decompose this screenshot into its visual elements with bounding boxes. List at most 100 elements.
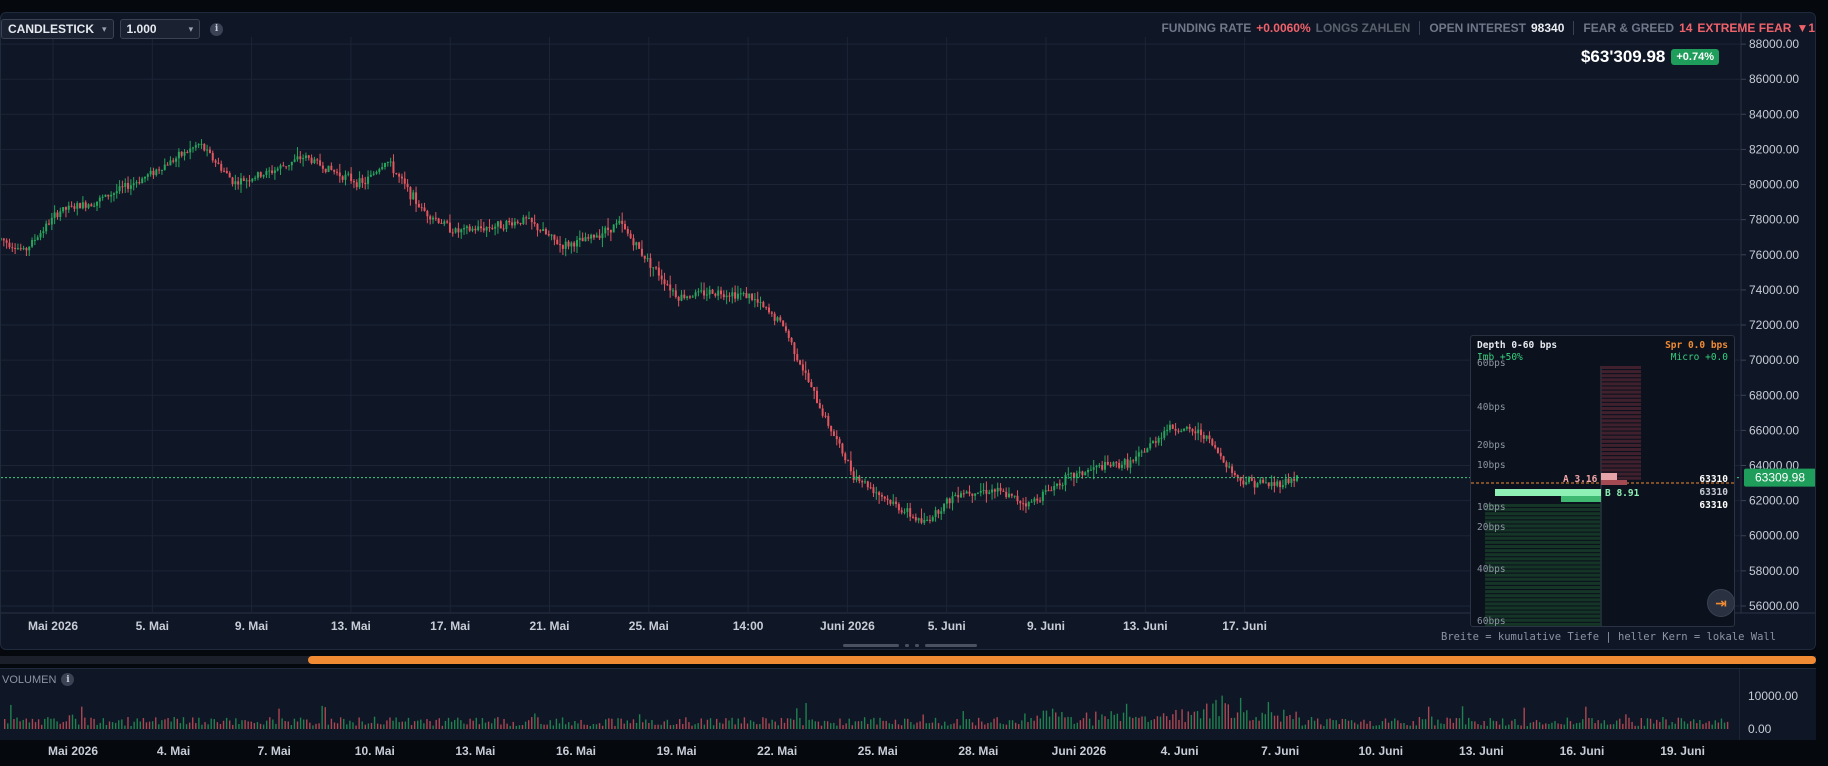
volume-bar (1292, 719, 1294, 729)
candle-body (556, 239, 559, 245)
volume-bar (250, 721, 252, 729)
candle-body (448, 222, 451, 233)
candle-body (186, 151, 189, 153)
bid-depth-bar (1485, 610, 1601, 614)
volume-bar (383, 724, 385, 729)
volume-bar (1270, 712, 1273, 729)
ask-depth-bar (1601, 460, 1641, 464)
volume-bar (1378, 725, 1381, 729)
bid-depth-bar (1485, 516, 1601, 520)
volume-time-axis-label: 13. Mai (455, 744, 496, 758)
volume-bar (10, 704, 12, 729)
current-price-header: $63'309.98 +0.74% (1581, 47, 1719, 67)
time-range-slider-handle[interactable] (308, 656, 1816, 664)
price-chart-panel[interactable]: 88000.00 86000.00 84000.00 82000.00 80000.00… (0, 12, 1816, 650)
volume-bar (950, 724, 952, 729)
interval-select[interactable]: 1.000 ▾ (119, 19, 201, 39)
volume-bar (302, 719, 305, 729)
ask-level-price: 63310 (1699, 474, 1728, 485)
volume-bar (1508, 724, 1510, 729)
price-axis-label: 88000.00 (1749, 37, 1799, 51)
volume-bar (1458, 718, 1461, 729)
candle-body (48, 223, 50, 225)
time-axis-label: 9. Mai (235, 619, 268, 633)
volume-bar (53, 718, 55, 729)
volume-bar (1267, 701, 1270, 729)
price-axis-label: 56000.00 (1749, 599, 1799, 613)
volume-bar (1711, 724, 1713, 729)
volume-bar (993, 718, 995, 729)
candle-body (686, 296, 689, 299)
bid-depth-bar (1485, 557, 1601, 561)
volume-bar (222, 720, 225, 729)
candle-body (513, 221, 516, 226)
candle-body (604, 227, 607, 234)
volume-bar (1394, 718, 1396, 729)
volume-bar (1505, 725, 1507, 729)
bid-depth-bar (1485, 561, 1601, 565)
volume-bar (1236, 712, 1239, 729)
volume-bar (1431, 716, 1433, 729)
candle-body (304, 155, 307, 158)
volume-bar (1545, 723, 1547, 729)
candle-body (649, 258, 652, 268)
candle-body (369, 174, 372, 177)
volume-bar (413, 721, 416, 729)
candle-body (1225, 462, 1228, 468)
candle-body (395, 173, 398, 175)
funding-rate-label: FUNDING RATE (1161, 21, 1252, 35)
candle-body (1296, 475, 1298, 481)
candle-body (1135, 456, 1138, 462)
volume-bar (1344, 719, 1347, 729)
volume-bar (102, 718, 105, 729)
candle-body (895, 501, 898, 505)
volume-bar (977, 717, 980, 729)
info-icon[interactable]: i (210, 22, 224, 36)
ask-depth-bar (1601, 439, 1641, 443)
candle-body (1248, 477, 1250, 483)
candle-body (256, 172, 259, 178)
bid-depth-bar (1485, 586, 1601, 589)
candle-body (409, 187, 412, 200)
panel-resize-handle[interactable] (843, 644, 977, 647)
candle-body (19, 248, 22, 250)
volume-bar (1397, 720, 1399, 729)
volume-bar (111, 722, 114, 729)
candle-body (443, 221, 446, 224)
volume-panel[interactable]: 10000.00 0.00 VOLUMEN i (0, 668, 1816, 740)
volume-bar (1529, 722, 1532, 729)
candle-body (615, 223, 618, 225)
candle-body (734, 292, 737, 299)
info-icon[interactable]: i (61, 673, 75, 686)
volume-bar (1726, 721, 1729, 729)
volume-bar (1517, 724, 1519, 729)
volume-bar (500, 724, 502, 729)
chart-type-select[interactable]: CANDLESTICK ▾ (1, 19, 114, 39)
ask-depth-bar (1601, 407, 1641, 410)
volume-bar (984, 724, 986, 729)
volume-bar (330, 718, 333, 729)
price-axis-label: 68000.00 (1749, 388, 1799, 402)
candle-body (217, 162, 220, 164)
scroll-to-latest-button[interactable]: ⇥ (1707, 589, 1735, 617)
price-chart[interactable]: 88000.00 86000.00 84000.00 82000.00 80000.00… (1, 13, 1816, 650)
candle-body (488, 227, 491, 229)
volume-bar (40, 724, 43, 729)
volume-bar (19, 721, 21, 729)
volume-bar (1215, 699, 1217, 729)
candle-body (426, 210, 429, 217)
price-axis-label: 70000.00 (1749, 353, 1799, 367)
volume-bar (1024, 713, 1026, 729)
candle-body (124, 183, 127, 187)
order-book-depth-panel[interactable]: Depth 0-60 bps Spr 0.0 bps Imb +50% Micr… (1470, 335, 1735, 627)
volume-bar (192, 717, 194, 729)
price-axis-label: 74000.00 (1749, 283, 1799, 297)
volume-bar (1696, 723, 1698, 729)
volume-time-axis-label: 7. Juni (1261, 744, 1300, 758)
volume-bar (962, 711, 964, 729)
candle-body (1166, 429, 1169, 432)
candle-body (697, 291, 700, 293)
candle-body (799, 360, 802, 365)
volume-bar (355, 725, 357, 729)
candle-body (900, 510, 903, 513)
